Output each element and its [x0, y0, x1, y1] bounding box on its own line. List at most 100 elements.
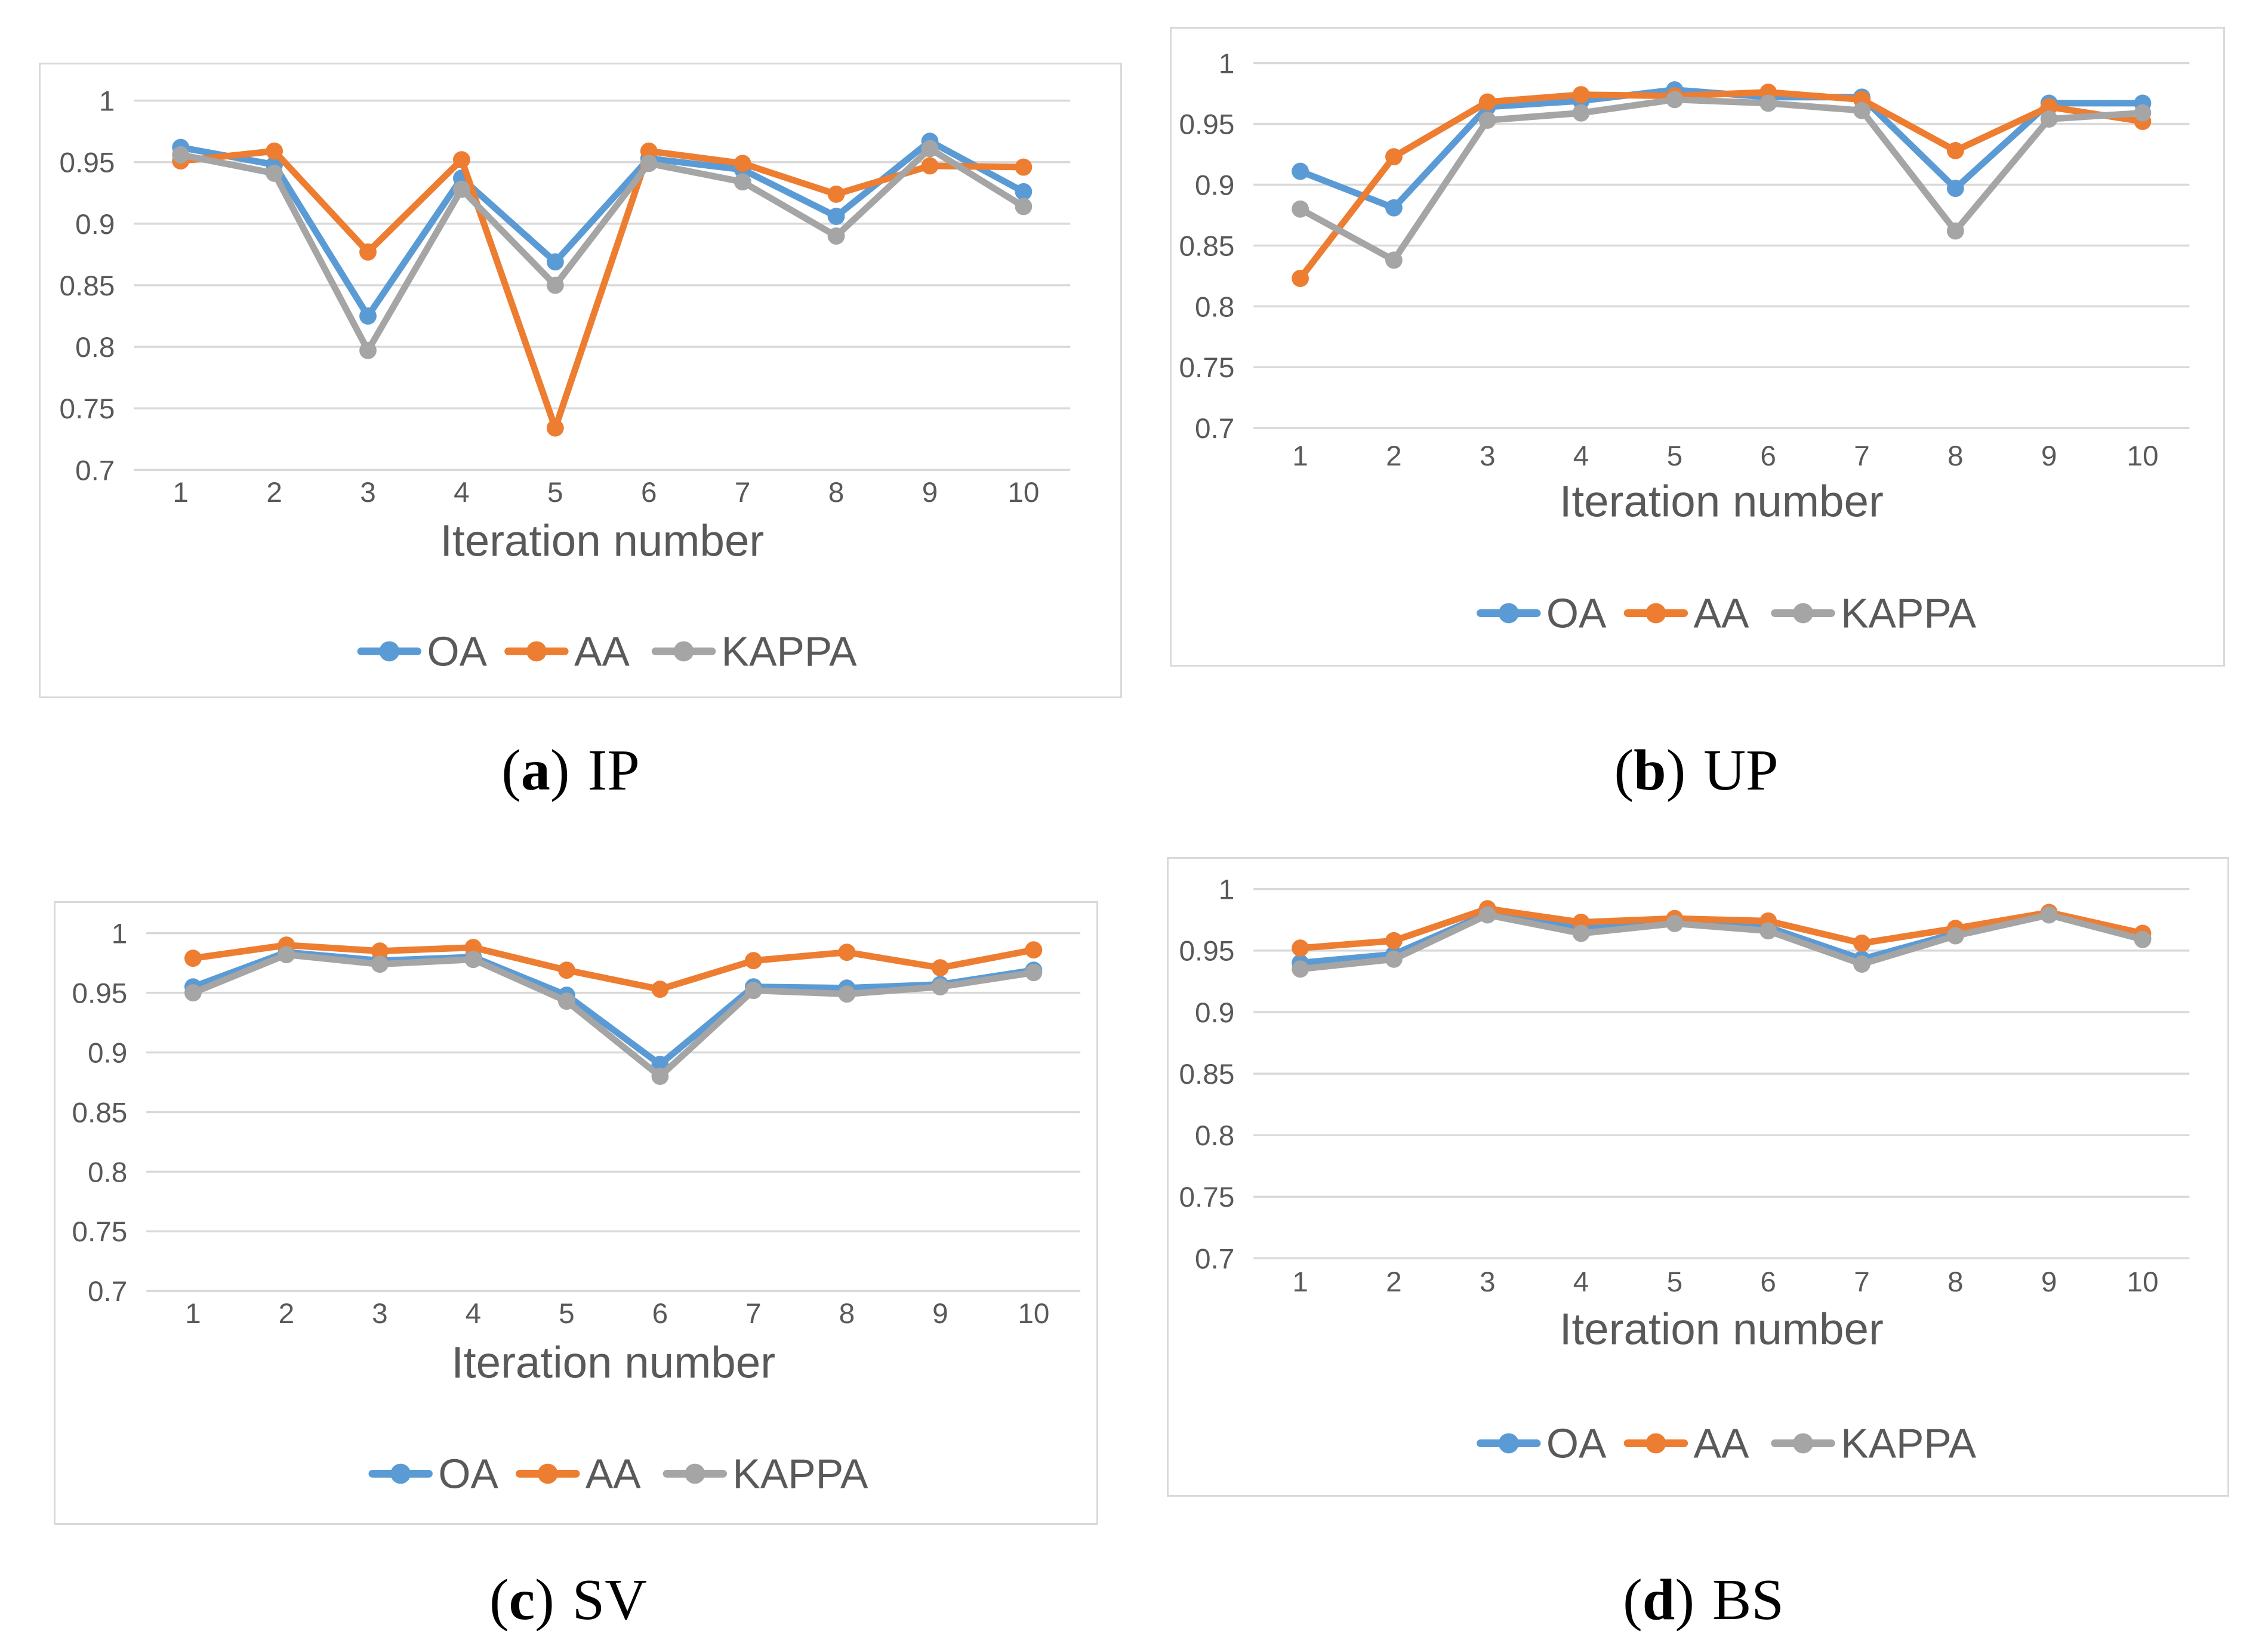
series-kappa: [1292, 906, 2152, 978]
data-point: [1572, 86, 1590, 104]
x-axis-labels: 1 2 3 4 5 6 7 8 9 10: [1292, 1266, 2158, 1298]
data-point: [2134, 104, 2152, 122]
y-tick-label: 0.8: [1195, 1120, 1234, 1152]
line-chart-b: 1 0.95 0.9 0.85 0.8 0.75 0.7 1 2 3 4 5 6 7 8 9 10 Iterati…: [1179, 48, 2190, 636]
data-point: [1292, 162, 1309, 180]
series-line: [177, 145, 1027, 354]
y-tick-label: 0.75: [60, 393, 115, 425]
legend-label: KAPPA: [722, 628, 858, 674]
data-point: [1853, 935, 1871, 952]
x-tick-label: 4: [454, 477, 470, 508]
data-point: [1572, 924, 1590, 942]
legend-marker-dot: [390, 1463, 411, 1484]
legend: OA AA KAPPA: [1477, 590, 1977, 636]
line-chart-c: 1 0.95 0.9 0.85 0.8 0.75 0.7 1 2 3 4 5 6 7 8 9 10 Iterati…: [72, 918, 1081, 1497]
x-tick-label: 8: [828, 477, 845, 508]
legend-marker-dot: [1645, 1433, 1666, 1454]
legend-label: AA: [1694, 590, 1749, 636]
data-point: [1292, 960, 1309, 978]
data-point: [1385, 932, 1403, 949]
gridlines-and-yticks: 1 0.95 0.9 0.85 0.8 0.75 0.7: [1179, 48, 2190, 445]
data-point: [1853, 101, 1871, 119]
data-point: [931, 959, 949, 977]
caption-up: (b) UP: [1487, 737, 1905, 804]
x-tick-label: 8: [1947, 1266, 1964, 1298]
data-point: [1292, 939, 1309, 957]
x-tick-label: 10: [1007, 477, 1039, 508]
x-axis-title: Iteration number: [1560, 1303, 1884, 1353]
y-tick-label: 0.7: [1195, 413, 1234, 445]
x-tick-label: 6: [1760, 1266, 1776, 1298]
x-tick-label: 7: [745, 1298, 762, 1330]
series-aa: [172, 142, 1033, 437]
x-tick-label: 8: [1947, 440, 1964, 472]
data-point: [453, 180, 470, 198]
data-point: [453, 151, 470, 169]
legend-marker-dot: [1793, 603, 1813, 624]
y-tick-label: 0.75: [1179, 1182, 1234, 1213]
data-point: [827, 208, 845, 225]
legend-marker-dot: [685, 1463, 705, 1484]
data-point: [734, 155, 751, 172]
series-line: [189, 951, 1037, 1080]
data-point: [1946, 222, 1964, 240]
chart-panel-ip: 1 0.95 0.9 0.85 0.8 0.75 0.7 1 2 3 4 5 6 7 8 9 10 Iterati…: [39, 63, 1122, 698]
chart-panel-bs: 1 0.95 0.9 0.85 0.8 0.75 0.7 1 2 3 4 5 6 7 8 9 10 Iterati…: [1167, 857, 2229, 1497]
data-point: [1385, 199, 1403, 217]
data-point: [1946, 180, 1964, 198]
caption-ip-open-paren: (: [501, 738, 521, 803]
caption-bs-close-paren: ): [1675, 1568, 1694, 1631]
data-point: [1015, 158, 1033, 176]
x-tick-label: 2: [1386, 1266, 1402, 1298]
data-point: [734, 173, 751, 191]
x-tick-label: 6: [1760, 440, 1776, 472]
data-point: [1759, 922, 1777, 940]
caption-up-letter: b: [1634, 738, 1666, 803]
x-axis-title: Iteration number: [451, 1337, 775, 1387]
y-tick-label: 0.85: [1179, 230, 1234, 262]
x-axis-labels: 1 2 3 4 5 6 7 8 9 10: [1292, 440, 2158, 472]
data-point: [1385, 251, 1403, 269]
x-tick-label: 9: [2041, 1266, 2057, 1298]
data-point: [359, 243, 377, 261]
x-tick-label: 10: [1018, 1298, 1049, 1330]
x-tick-label: 3: [372, 1298, 388, 1330]
y-tick-label: 0.8: [88, 1157, 127, 1188]
data-point: [827, 227, 845, 245]
line-chart-d: 1 0.95 0.9 0.85 0.8 0.75 0.7 1 2 3 4 5 6 7 8 9 10 Iterati…: [1179, 874, 2190, 1466]
series-line: [1297, 911, 2146, 973]
y-tick-label: 0.85: [1179, 1059, 1234, 1090]
legend: OA AA KAPPA: [368, 1450, 868, 1497]
data-point: [640, 142, 658, 160]
data-point: [1666, 915, 1684, 932]
data-point: [931, 978, 949, 996]
x-tick-label: 1: [1292, 1266, 1308, 1298]
data-point: [464, 951, 482, 969]
data-point: [557, 961, 575, 979]
caption-sv-letter: c: [509, 1568, 535, 1631]
data-point: [278, 946, 295, 964]
data-point: [1385, 950, 1403, 968]
data-point: [371, 955, 389, 973]
legend-label: OA: [1546, 590, 1607, 636]
y-tick-label: 1: [112, 918, 128, 950]
y-tick-label: 0.85: [60, 270, 115, 302]
x-axis-title: Iteration number: [440, 515, 764, 565]
legend-marker-dot: [526, 641, 547, 662]
legend: OA AA KAPPA: [1477, 1420, 1977, 1466]
legend-label: KAPPA: [1841, 1420, 1977, 1466]
data-point: [184, 984, 202, 1002]
caption-ip-close-paren: ): [550, 738, 570, 803]
series-line: [189, 942, 1037, 993]
data-point: [1385, 148, 1403, 166]
x-tick-label: 5: [1667, 1266, 1683, 1298]
x-tick-label: 8: [839, 1298, 855, 1330]
series-kappa: [184, 946, 1043, 1085]
caption-bs-open-paren: (: [1623, 1568, 1643, 1631]
data-point: [184, 949, 202, 967]
data-point: [1025, 964, 1043, 982]
x-tick-label: 3: [1480, 440, 1496, 472]
x-tick-label: 10: [2127, 440, 2158, 472]
data-point: [557, 992, 575, 1010]
data-point: [1292, 200, 1309, 218]
